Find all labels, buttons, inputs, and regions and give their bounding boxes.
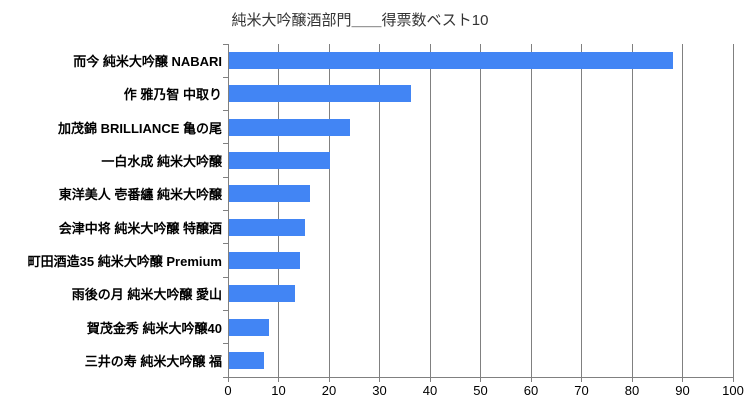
x-tick-label: 10	[271, 383, 286, 398]
y-tick	[223, 110, 228, 112]
bar	[229, 52, 674, 70]
x-tick-label: 40	[422, 383, 438, 398]
gridline	[480, 44, 481, 377]
x-tick-label: 60	[523, 383, 539, 398]
gridline	[682, 44, 683, 377]
gridline	[732, 44, 734, 377]
x-tick	[480, 378, 481, 382]
bar	[229, 185, 310, 203]
gridline	[581, 44, 582, 377]
x-tick	[530, 378, 532, 382]
bar	[229, 85, 411, 103]
x-tick-label: 30	[372, 383, 387, 398]
x-tick-label: 50	[473, 383, 488, 398]
x-tick	[429, 378, 431, 382]
y-tick	[223, 243, 228, 245]
y-tick	[223, 76, 228, 78]
y-tick	[223, 43, 228, 45]
category-label: 一白水成 純米大吟醸	[101, 154, 222, 170]
category-label: 町田酒造35 純米大吟醸 Premium	[27, 253, 222, 269]
bar	[229, 251, 300, 269]
category-label: 東洋美人 壱番纏 純米大吟醸	[58, 187, 222, 203]
x-tick	[328, 378, 330, 382]
gridline	[328, 44, 330, 377]
y-tick	[223, 143, 228, 145]
category-label: 賀茂金秀 純米大吟醸40	[86, 320, 222, 336]
bar	[229, 351, 265, 369]
x-tick	[379, 378, 380, 382]
gridline	[631, 44, 633, 377]
x-tick	[278, 378, 279, 382]
x-tick	[732, 378, 734, 382]
x-tick-label: 100	[722, 383, 744, 398]
x-axis-line	[228, 377, 734, 378]
y-tick	[223, 176, 228, 178]
category-label: 三井の寿 純米大吟醸 福	[84, 353, 222, 369]
y-tick	[223, 309, 228, 311]
bar	[229, 218, 305, 236]
y-tick	[223, 276, 228, 278]
x-tick-label: 90	[675, 383, 690, 398]
x-tick	[631, 378, 633, 382]
bar	[229, 285, 295, 303]
y-tick	[223, 376, 228, 378]
category-label: 作 雅乃智 中取り	[123, 87, 222, 103]
gridline	[429, 44, 431, 377]
gridline	[530, 44, 532, 377]
bar	[229, 118, 351, 136]
bar	[229, 318, 270, 336]
x-tick-label: 0	[224, 383, 232, 398]
x-tick	[682, 378, 683, 382]
bar	[229, 152, 330, 170]
x-tick-label: 70	[574, 383, 589, 398]
category-label: 加茂錦 BRILLIANCE 亀の尾	[58, 120, 222, 136]
category-label: 雨後の月 純米大吟醸 愛山	[71, 287, 222, 303]
gridline	[379, 44, 380, 377]
y-axis-line	[227, 44, 229, 378]
category-label: 会津中将 純米大吟醸 特醸酒	[58, 220, 222, 236]
gridline	[278, 44, 279, 377]
x-tick-label: 80	[624, 383, 640, 398]
chart-title: 純米大吟醸酒部門＿＿得票数ベスト10	[231, 12, 489, 29]
x-tick-label: 20	[321, 383, 337, 398]
x-tick	[227, 378, 229, 382]
y-tick	[223, 343, 228, 345]
y-tick	[223, 210, 228, 211]
x-tick	[581, 378, 582, 382]
category-label: 而今 純米大吟醸 NABARI	[73, 54, 222, 70]
